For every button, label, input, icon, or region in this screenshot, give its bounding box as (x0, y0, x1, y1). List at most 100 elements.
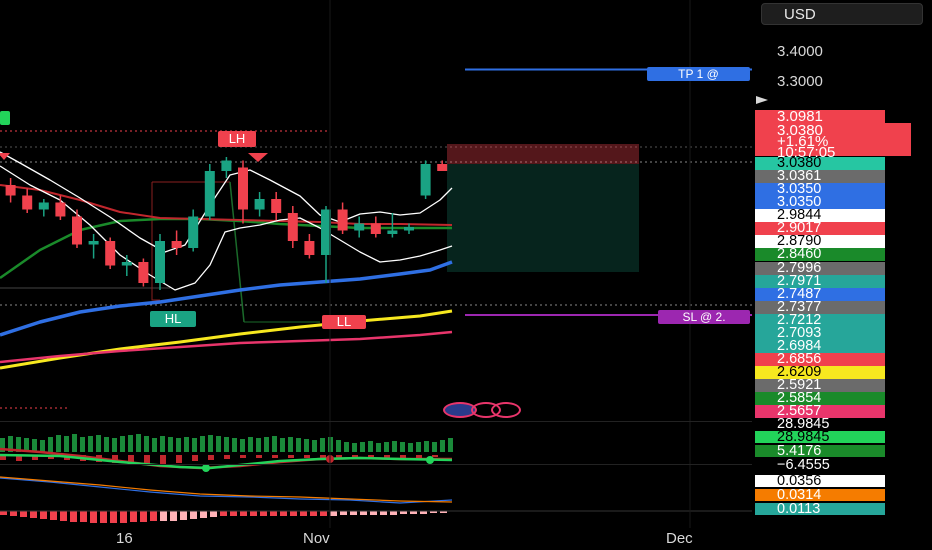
histogram-bar (144, 455, 150, 465)
histogram-bar (200, 436, 205, 452)
candle-body (387, 230, 398, 234)
bar-countdown: 10:57:05 (777, 147, 836, 158)
macd-bar (350, 511, 357, 515)
pane-separator (0, 464, 752, 465)
macd-bar (430, 511, 437, 513)
histogram-bar (352, 443, 357, 452)
price-level-label: 2.6984 (755, 339, 885, 353)
stop-zone (447, 144, 639, 164)
histogram-bar (368, 455, 374, 458)
indicator-value-label: 28.9845 (777, 418, 830, 430)
time-tick-label: Dec (666, 530, 693, 547)
candle-body (321, 209, 331, 255)
ma-red-line (0, 184, 453, 226)
histogram-bar (336, 455, 342, 459)
histogram-bar (400, 455, 406, 458)
macd-bar (360, 511, 367, 515)
signal-line (0, 476, 453, 503)
histogram-bar (384, 442, 389, 452)
macd-bar (230, 511, 237, 516)
histogram-bar (224, 455, 230, 459)
indicator-value-label: 0.0356 (755, 475, 885, 487)
histogram-bar (352, 455, 358, 458)
histogram-bar (288, 437, 293, 452)
price-level-label: 2.9844 (755, 209, 885, 223)
histogram-bar (320, 455, 326, 459)
candle-body (337, 209, 348, 231)
histogram-bar (256, 438, 261, 452)
candle-body (304, 241, 315, 255)
histogram-bar (240, 439, 245, 452)
histogram-bar (32, 439, 37, 452)
candle-body (55, 202, 66, 217)
candle-body (221, 160, 232, 171)
candle-body (5, 185, 16, 196)
candle-body (171, 241, 182, 248)
candle-body (72, 216, 82, 245)
price-level-label: 2.7377 (755, 300, 885, 314)
target-zone (447, 164, 639, 272)
macd-bar (420, 511, 427, 514)
price-level-label: 2.5921 (755, 379, 885, 393)
histogram-bar (448, 438, 453, 452)
histogram-bar (104, 437, 109, 452)
candle-body (155, 241, 165, 283)
macd-bar (70, 511, 77, 522)
macd-bar (10, 511, 17, 516)
price-level-label: 2.8790 (755, 235, 885, 249)
histogram-bar (360, 442, 365, 452)
histogram-bar (0, 438, 5, 452)
histogram-bar (136, 434, 141, 452)
candle-body (138, 262, 149, 283)
macd-bar (170, 511, 177, 521)
histogram-bar (208, 455, 214, 460)
price-level-label: 2.7996 (755, 261, 885, 275)
price-tick-label: 3.3000 (777, 73, 823, 90)
histogram-bar (288, 455, 294, 458)
histogram-bar (432, 442, 437, 452)
macd-bar (200, 511, 207, 518)
histogram-bar (224, 437, 229, 452)
macd-bar (50, 511, 57, 520)
ma-blue-line (0, 260, 453, 337)
price-level-label: 2.6856 (755, 353, 885, 367)
histogram-bar (216, 436, 221, 452)
price-level-label: 2.7212 (755, 313, 885, 327)
edge-marker (0, 111, 10, 125)
ma-pink-line (0, 330, 453, 364)
macd-bar (410, 511, 417, 514)
currency-button[interactable]: USD (761, 3, 923, 25)
histogram-bar (176, 455, 182, 463)
macd-bar (300, 511, 307, 516)
histogram-bar (24, 438, 29, 452)
histogram-bar (16, 455, 22, 461)
histogram-bar (336, 440, 341, 452)
macd-bar (80, 511, 87, 522)
histogram-bar (384, 455, 390, 458)
candle-body (204, 171, 215, 217)
candle-body (287, 213, 298, 241)
macd-bar (250, 511, 257, 516)
macd-bar (320, 511, 327, 516)
flag-icon[interactable] (443, 402, 523, 418)
macd-bar (60, 511, 67, 521)
macd-bar (110, 511, 117, 523)
macd-bar (210, 511, 217, 517)
macd-bar (340, 511, 347, 515)
macd-bar (380, 511, 387, 515)
histogram-bar (440, 440, 445, 452)
signal-dot (202, 464, 210, 472)
band-lower-line (0, 165, 453, 291)
oscillator-green-line (0, 453, 453, 470)
indicator-value-label: −6.4555 (777, 459, 830, 471)
candle-body (88, 241, 99, 245)
macd-bar (130, 511, 137, 522)
histogram-bar (208, 435, 213, 452)
macd-bar (440, 511, 447, 513)
histogram-bar (176, 438, 181, 452)
histogram-bar (184, 437, 189, 452)
histogram-bar (240, 455, 246, 458)
sl-label: SL @ 2. (658, 310, 750, 324)
macd-bar (270, 511, 277, 516)
histogram-bar (280, 438, 285, 452)
